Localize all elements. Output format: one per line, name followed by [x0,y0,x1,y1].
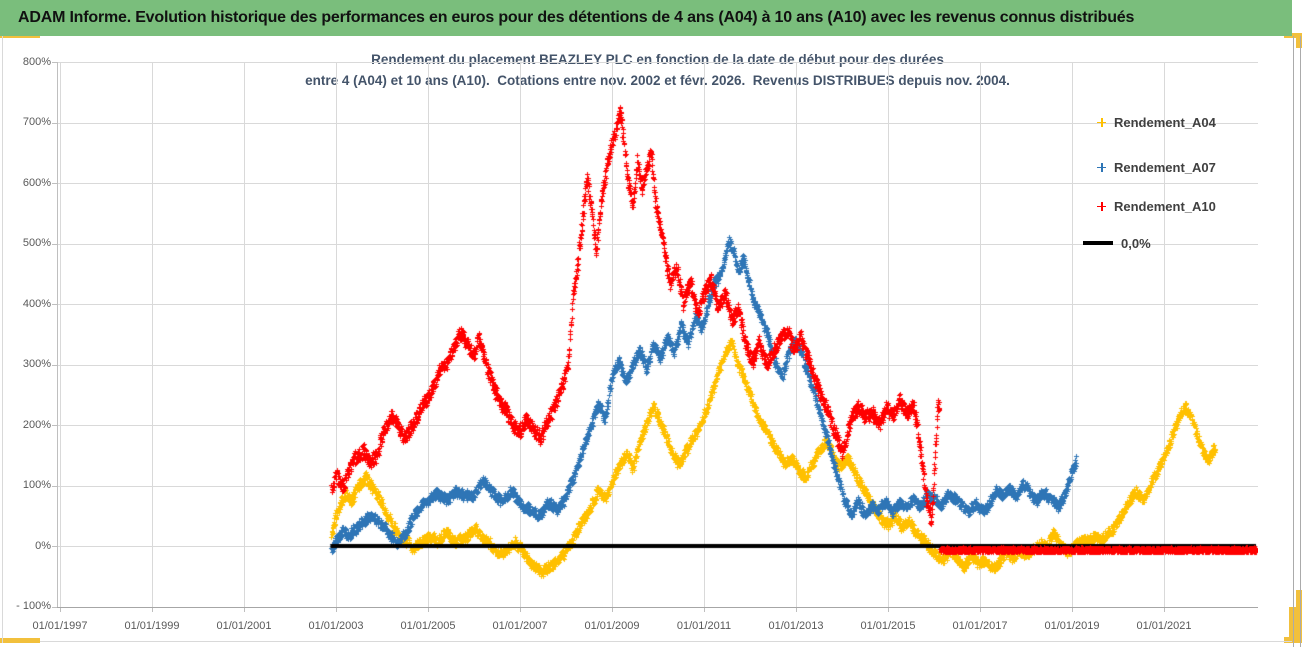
y-tick-label: 800% [22,55,51,68]
header-title: ADAM Informe. Evolution historique des p… [18,9,1135,26]
x-tick-label: 01/01/2015 [860,620,916,632]
x-tick-label: 01/01/2003 [308,620,364,632]
legend-item-rendement-a04: Rendement_A04 [1083,113,1216,131]
y-axis-tick [52,425,57,426]
header-bar: ADAM Informe. Evolution historique des p… [0,0,1292,36]
x-axis-tick [60,608,61,612]
x-axis-tick [244,608,245,612]
gold-accent-top-right-elbow [1296,33,1302,48]
y-axis-tick [52,486,57,487]
x-tick-label: 01/01/1999 [124,620,180,632]
legend-item-rendement-a07: Rendement_A07 [1083,158,1216,176]
y-tick-label: 400% [22,297,51,310]
x-tick-label: 01/01/2011 [676,620,732,632]
x-tick-label: 01/01/2013 [768,620,824,632]
legend-label: Rendement_A04 [1114,114,1216,130]
x-tick-label: 01/01/2009 [584,620,640,632]
x-tick-label: 01/01/1997 [32,620,88,632]
x-tick-label: 01/01/2021 [1136,620,1192,632]
x-axis-tick [1164,608,1165,612]
x-tick-label: 01/01/2017 [952,620,1008,632]
y-axis-tick [52,183,57,184]
chart-plot-canvas [57,62,1258,608]
x-tick-label: 01/01/2019 [1044,620,1100,632]
x-axis-tick [428,608,429,612]
legend-plus-icon [1097,117,1106,127]
x-axis-tick [980,608,981,612]
y-axis-tick [52,123,57,124]
y-tick-label: 700% [22,116,51,129]
y-tick-label: - 100% [16,600,51,613]
x-axis-tick [336,608,337,612]
x-axis-tick [796,608,797,612]
x-tick-label: 01/01/2001 [216,620,272,632]
x-tick-label: 01/01/2005 [400,620,456,632]
legend-plus-icon [1097,162,1106,172]
legend-item-rendement-a10: Rendement_A10 [1083,197,1216,215]
window-border-left [2,36,3,643]
x-axis-tick [1072,608,1073,612]
gold-accent-right-strip [1296,590,1302,643]
gold-accent-bottom-right-vertical [1289,607,1296,643]
x-tick-label: 01/01/2007 [492,620,548,632]
y-axis-tick [52,365,57,366]
y-axis-tick [52,244,57,245]
y-tick-label: 600% [22,176,51,189]
legend-label: Rendement_A07 [1114,159,1216,175]
x-axis-tick [888,608,889,612]
y-tick-label: 0% [35,539,51,552]
x-axis-tick [152,608,153,612]
y-axis-tick [52,62,57,63]
gold-accent-top-right [1284,33,1302,38]
legend-plus-icon [1097,201,1106,211]
y-tick-label: 500% [22,237,51,250]
y-axis-tick [52,304,57,305]
x-axis-tick [704,608,705,612]
y-tick-label: 200% [22,418,51,431]
x-axis-tick [520,608,521,612]
gold-accent-bottom-left [0,638,40,643]
legend-label: 0,0% [1121,235,1151,251]
window-border-bottom [40,641,1292,642]
y-tick-label: 100% [22,479,51,492]
y-tick-label: 300% [22,358,51,371]
y-axis-tick [52,607,57,608]
x-axis-tick [612,608,613,612]
legend-line-swatch [1083,241,1113,245]
legend-item-0-0-: 0,0% [1083,234,1151,252]
y-axis-tick [52,546,57,547]
legend-label: Rendement_A10 [1114,198,1216,214]
window-border-right-inner [1293,36,1294,647]
window-border-right-outer [1300,36,1301,647]
